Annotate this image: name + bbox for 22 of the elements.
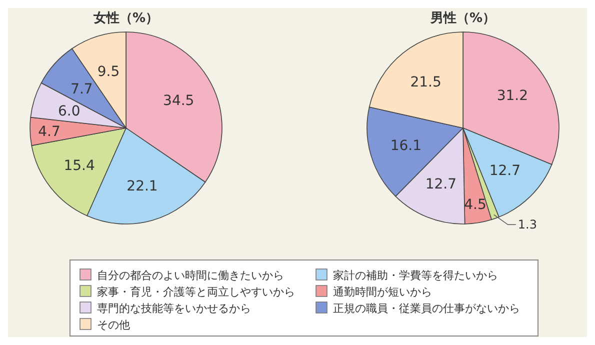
data-label: 4.7 [38,124,60,140]
chart-title: 男性（%） [429,11,496,26]
data-label: 22.1 [126,178,158,194]
chart-title: 女性（%） [92,11,159,26]
data-label: 16.1 [390,138,422,154]
data-label: 7.7 [70,81,93,98]
data-label: 1.3 [518,218,537,232]
data-label: 12.7 [489,163,521,180]
data-label: 31.2 [496,88,528,104]
legend-label: 正規の職員・従業員の仕事がないから [333,302,520,315]
data-label: 15.4 [64,158,95,174]
legend-label: 家計の補助・学費等を得たいから [333,269,498,282]
legend-label: 自分の都合のよい時間に働きたいから [97,269,284,282]
legend-label: 通勤時間が短いから [333,286,432,298]
legend-label: 専門的な技能等をいかせるから [97,302,251,315]
data-label: 6.0 [58,103,80,120]
data-label: 21.5 [410,74,442,91]
data-label: 9.5 [97,64,120,80]
data-label: 34.5 [163,93,194,110]
legend-label: その他 [97,318,130,332]
data-label: 12.7 [425,176,456,192]
legend-label: 家事・育児・介護等と両立しやすいから [97,286,295,298]
